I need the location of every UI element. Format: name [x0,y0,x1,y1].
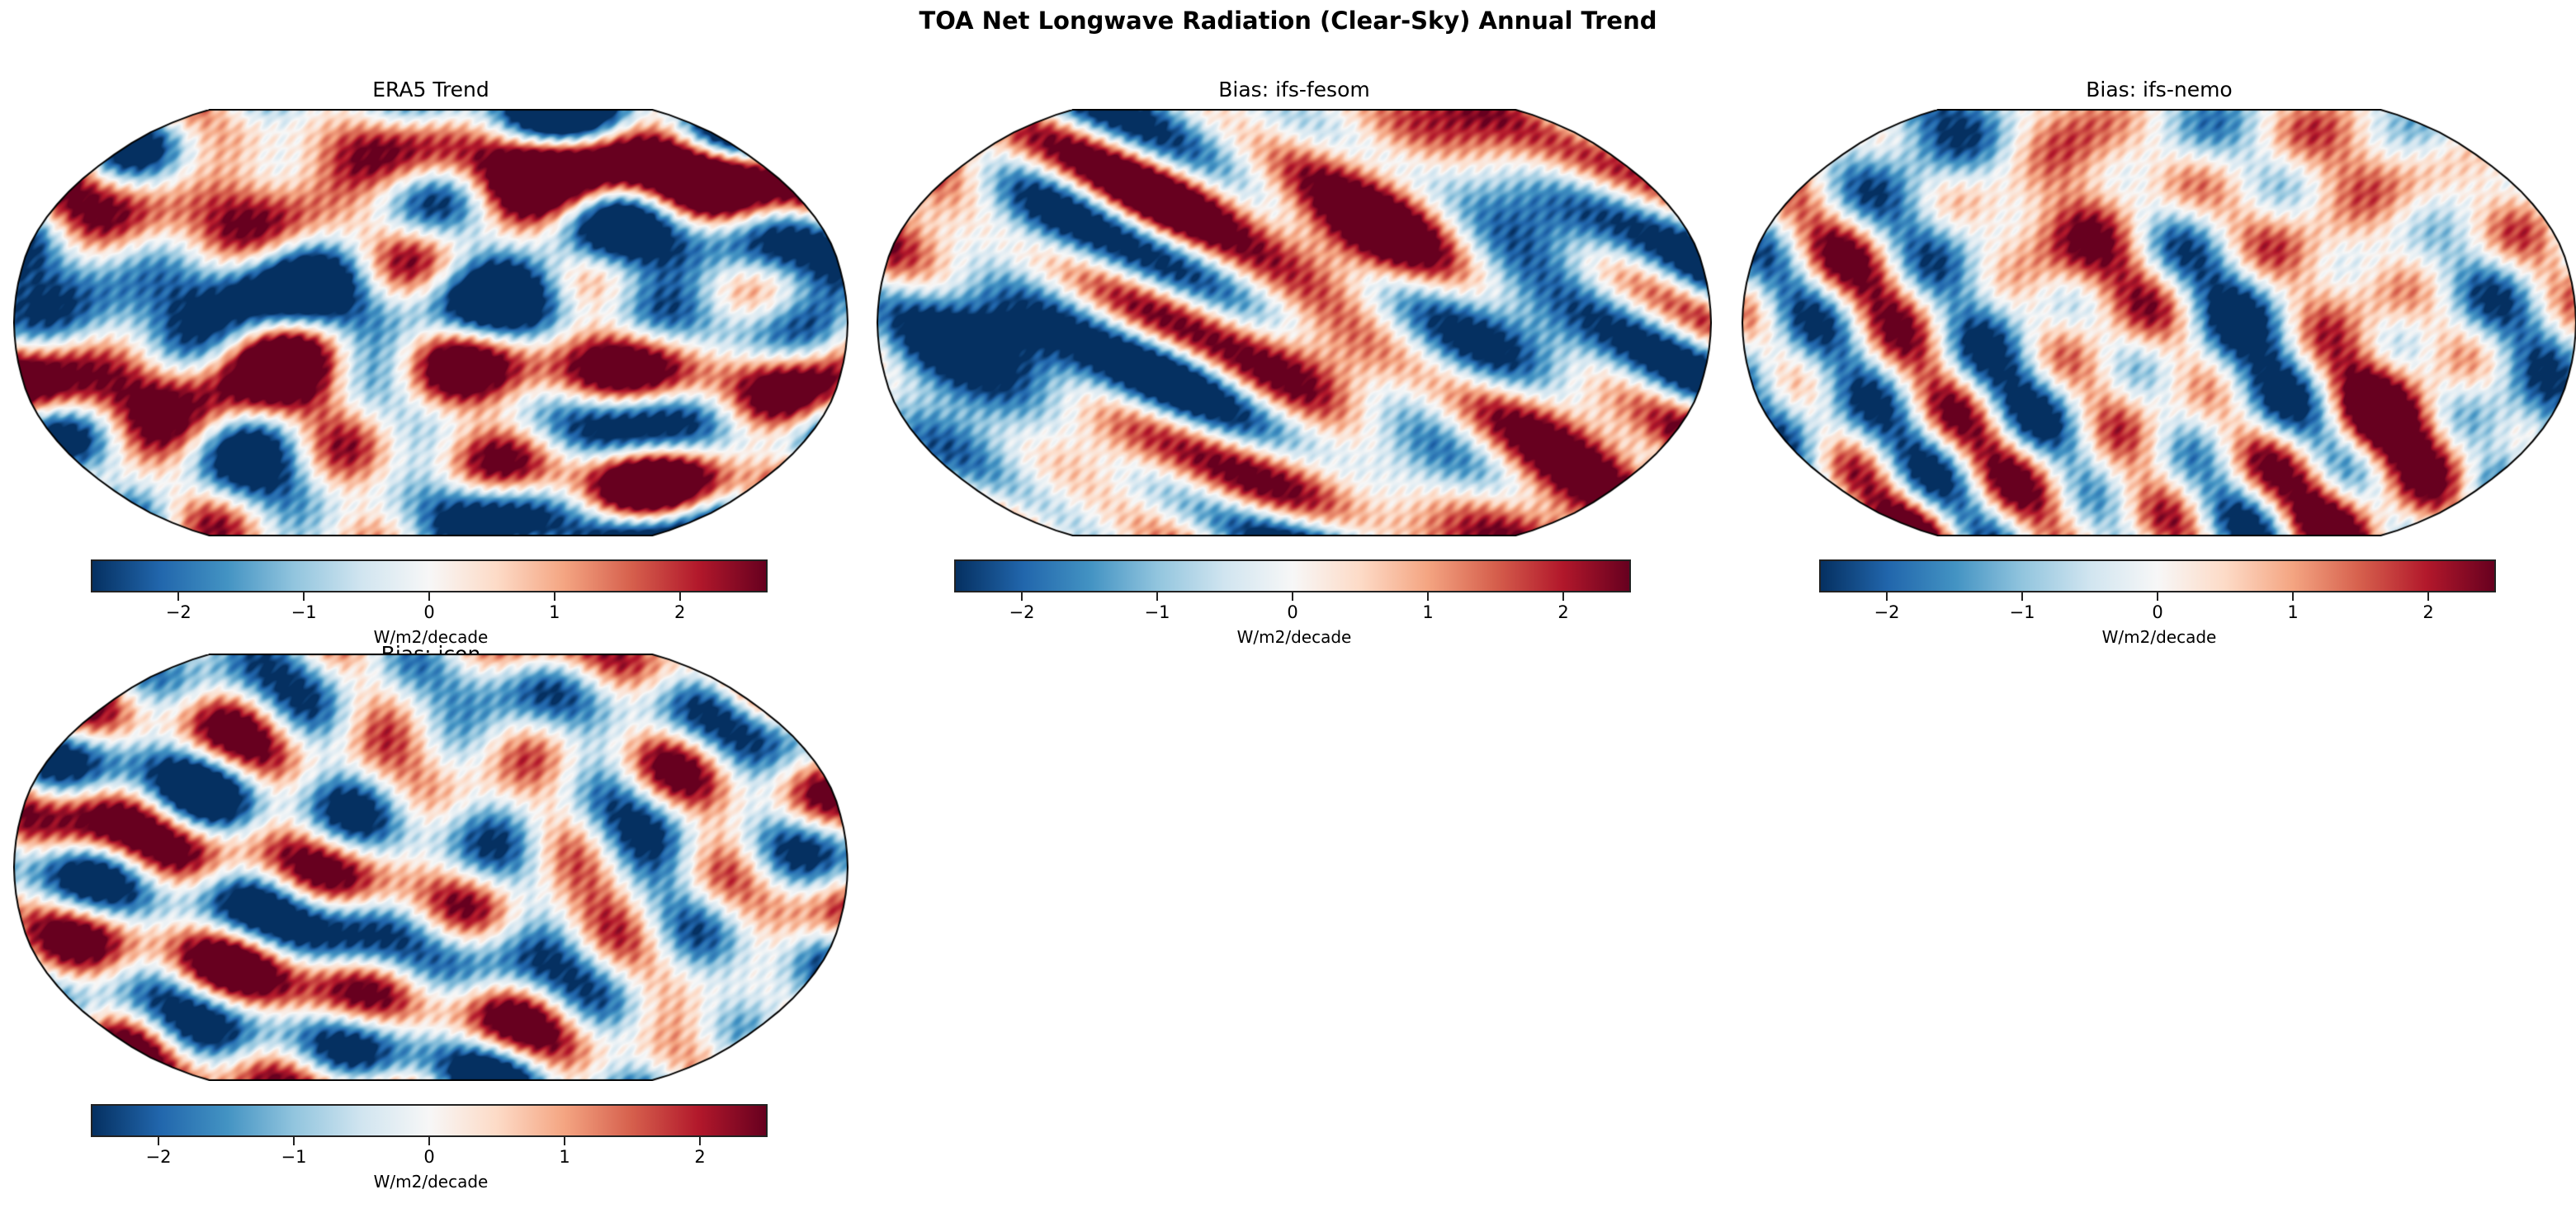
colorbar [954,559,1631,592]
colorbar-tick [1562,592,1564,601]
colorbar-tick [2427,592,2429,601]
figure-title: TOA Net Longwave Radiation (Clear-Sky) A… [919,7,1657,35]
map-heatmap [13,654,848,1081]
colorbar [91,559,768,592]
panel-title: ERA5 Trend [372,78,489,101]
map-heatmap [1742,109,2576,536]
panel-title: Bias: ifs-nemo [2086,78,2233,101]
colorbar-tick-label: 1 [1422,602,1434,622]
colorbar-label: W/m2/decade [373,1172,489,1192]
colorbar-tick [1156,592,1158,601]
colorbar-tick-label: −1 [1144,602,1170,622]
colorbar-tick-label: 0 [1287,602,1298,622]
colorbar-tick [293,1137,295,1145]
colorbar-tick-label: 2 [1557,602,1569,622]
colorbar-tick [2292,592,2294,601]
colorbar-tick [428,592,430,601]
colorbar-tick-label: 1 [2287,602,2299,622]
colorbar-tick-label: −2 [1874,602,1900,622]
colorbar [1819,559,2496,592]
colorbar-tick-label: −1 [291,602,317,622]
colorbar-tick [2021,592,2023,601]
map-panel: Bias: icon −2 −1 0 1 2W/m2/decade [13,545,848,1205]
colorbar-tick-label: 2 [2422,602,2434,622]
colorbar-tick-label: 2 [694,1147,706,1167]
map-panel: Bias: ifs-nemo −2 −1 0 1 2 W/m2/decade [1742,0,2576,660]
colorbar-tick-label: 0 [423,602,435,622]
colorbar-tick [564,1137,565,1145]
colorbar-label: W/m2/decade [2101,627,2217,647]
colorbar-label: W/m2/decade [373,627,489,647]
colorbar-tick [678,592,681,601]
map-heatmap [13,109,848,536]
colorbar-tick [158,1137,159,1145]
colorbar-tick-label: 1 [549,602,560,622]
colorbar-tick-label: −1 [2009,602,2035,622]
colorbar-tick [699,1137,701,1145]
colorbar-tick [1292,592,1293,601]
colorbar-tick [1021,592,1023,601]
map-heatmap [877,109,1712,536]
colorbar-label: W/m2/decade [1236,627,1352,647]
colorbar-tick-label: −2 [145,1147,172,1167]
colorbar [91,1104,768,1137]
colorbar-tick [553,592,555,601]
colorbar-tick [303,592,305,601]
colorbar-tick [1886,592,1888,601]
colorbar-tick-label: 1 [559,1147,570,1167]
panel-title: Bias: ifs-fesom [1218,78,1370,101]
colorbar-tick-label: 0 [423,1147,435,1167]
colorbar-tick-label: −1 [281,1147,307,1167]
colorbar-tick-label: 0 [2152,602,2163,622]
map-panel: ERA5 Trend −2 −1 0 1 2 W/m2/decade [13,0,848,660]
colorbar-tick [1427,592,1429,601]
colorbar-tick-label: 2 [674,602,686,622]
colorbar-tick-label: −2 [1009,602,1035,622]
map-panel: Bias: ifs-fesom −2 −1 0 1 2 W/m2/decade [877,0,1712,660]
colorbar-tick [2157,592,2158,601]
colorbar-tick-label: −2 [165,602,191,622]
colorbar-tick [428,1137,430,1145]
colorbar-tick [177,592,180,601]
